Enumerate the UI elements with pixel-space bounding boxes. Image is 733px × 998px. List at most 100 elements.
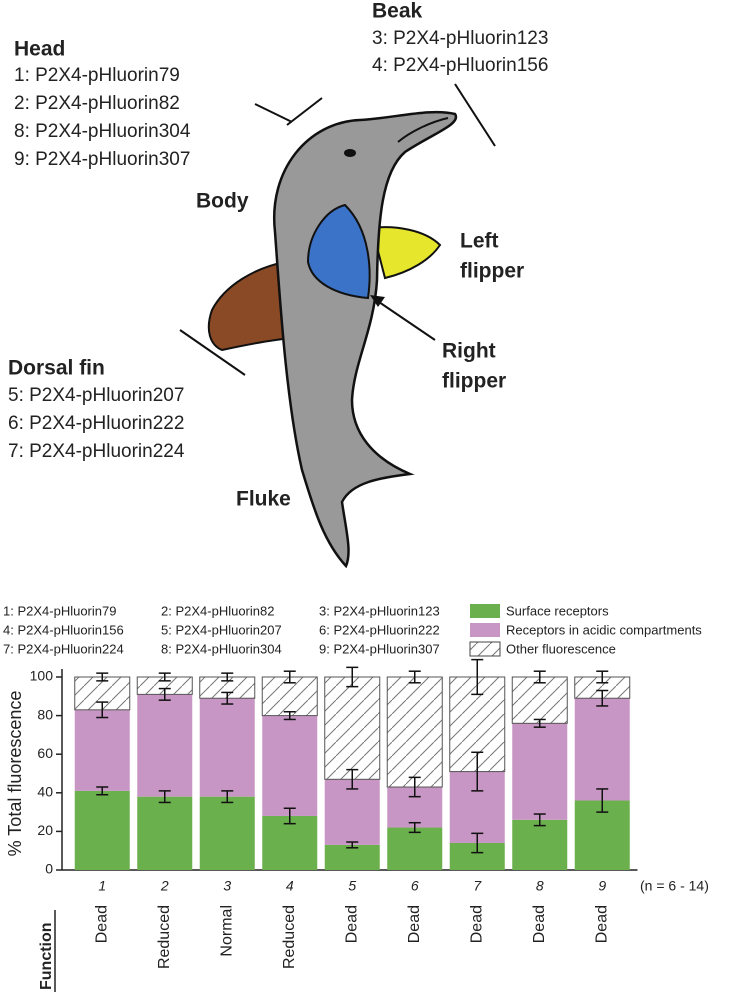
error-bar xyxy=(596,670,609,684)
key-entry: 7: P2X4-pHluorin224 xyxy=(3,641,124,656)
x-tick-label: 4 xyxy=(286,878,294,894)
error-bar xyxy=(283,670,296,684)
dorsal-fin xyxy=(207,260,294,352)
key-entry: 3: P2X4-pHluorin123 xyxy=(319,603,440,618)
annotation: (n = 6 - 14) xyxy=(640,878,709,894)
key-entry: 4: P2X4-pHluorin156 xyxy=(3,622,124,637)
error-bar xyxy=(596,788,609,813)
x-tick-label: 7 xyxy=(473,878,482,894)
y-tick-label: 40 xyxy=(37,784,53,800)
region-item: 1: P2X4-pHluorin79 xyxy=(14,65,180,86)
bar-segment xyxy=(262,715,318,816)
y-tick-label: 80 xyxy=(37,706,53,722)
x-tick-label: 6 xyxy=(411,878,419,894)
legend-swatch xyxy=(470,604,500,618)
error-bar xyxy=(96,701,109,719)
key-entry: 2: P2X4-pHluorin82 xyxy=(161,603,274,618)
pointer-line xyxy=(179,329,246,376)
error-bar xyxy=(346,841,359,849)
function-title: Function xyxy=(38,922,55,990)
error-bar xyxy=(96,672,109,682)
function-label: Dead xyxy=(93,905,110,943)
function-label: Reduced xyxy=(281,905,298,969)
key-entry: 5: P2X4-pHluorin207 xyxy=(161,622,282,637)
y-tick-label: 0 xyxy=(45,861,53,877)
x-tick-label: 2 xyxy=(160,878,169,894)
y-tick-label: 60 xyxy=(37,745,53,761)
bar-segment xyxy=(324,844,380,870)
bar-segment xyxy=(262,815,318,870)
region-title: Beak xyxy=(372,0,423,23)
bar-segment xyxy=(574,698,630,801)
error-bar xyxy=(283,807,296,825)
right-flipper xyxy=(306,203,371,300)
error-bar xyxy=(158,790,171,804)
error-bar xyxy=(96,786,109,796)
region-label: Left xyxy=(460,230,499,253)
arrow-head xyxy=(370,295,385,307)
x-tick-label: 9 xyxy=(598,878,606,894)
error-bar xyxy=(471,658,484,696)
region-label: Right xyxy=(442,340,496,363)
function-label: Dead xyxy=(593,905,610,943)
dolphin-diagram: Head 1: P2X4-pHluorin79 2: P2X4-pHluorin… xyxy=(8,0,548,569)
region-label: Fluke xyxy=(236,488,291,511)
legend-label: Receptors in acidic compartments xyxy=(506,622,702,637)
region-title: Dorsal fin xyxy=(8,357,105,380)
error-bar xyxy=(283,710,296,721)
bar-segment xyxy=(387,827,443,870)
mouth xyxy=(397,117,449,143)
region-label: flipper xyxy=(442,370,506,393)
error-bar xyxy=(471,751,484,792)
error-bar xyxy=(158,687,171,701)
region-item: 4: P2X4-pHluorin156 xyxy=(372,55,548,76)
left-flipper xyxy=(370,226,442,280)
error-bar xyxy=(408,670,421,684)
bar-segment xyxy=(74,709,130,791)
bar-segment xyxy=(512,723,568,820)
bar-segment xyxy=(137,796,193,870)
region-item: 9: P2X4-pHluorin307 xyxy=(14,149,190,170)
error-bar xyxy=(533,670,546,684)
error-bar xyxy=(533,813,546,827)
key-entry: 1: P2X4-pHluorin79 xyxy=(3,603,116,618)
key-entry: 8: P2X4-pHluorin304 xyxy=(161,641,282,656)
function-label: Dead xyxy=(468,905,485,943)
error-bar xyxy=(408,821,421,834)
bar-segment xyxy=(137,694,193,797)
legend-swatch xyxy=(470,623,500,637)
legend-label: Other fluorescence xyxy=(506,641,616,656)
function-label: Dead xyxy=(531,905,548,943)
legend-swatch xyxy=(469,641,501,657)
eye xyxy=(344,149,356,157)
error-bar xyxy=(158,672,171,682)
x-tick-label: 5 xyxy=(348,878,356,894)
pointer-line xyxy=(454,83,496,147)
region-item: 6: P2X4-pHluorin222 xyxy=(8,413,184,434)
function-label: Dead xyxy=(406,905,423,943)
bar-segment xyxy=(74,790,130,870)
error-bar xyxy=(533,718,546,728)
region-item: 5: P2X4-pHluorin207 xyxy=(8,385,184,406)
bar-segment xyxy=(386,676,443,788)
region-item: 3: P2X4-pHluorin123 xyxy=(372,28,548,49)
region-label: flipper xyxy=(460,260,524,283)
error-bar xyxy=(346,768,359,790)
bar-segment xyxy=(324,676,381,780)
x-tick-label: 3 xyxy=(223,878,231,894)
function-label: Dead xyxy=(343,905,360,943)
region-item: 8: P2X4-pHluorin304 xyxy=(14,121,191,142)
y-tick-label: 20 xyxy=(37,822,53,838)
bar-segment xyxy=(512,819,568,870)
error-bar xyxy=(221,790,234,804)
region-item: 2: P2X4-pHluorin82 xyxy=(14,93,180,114)
key-entry: 9: P2X4-pHluorin307 xyxy=(319,641,440,656)
bar-segment xyxy=(199,796,255,870)
error-bar xyxy=(471,832,484,854)
bar-segment xyxy=(511,676,568,724)
legend-label: Surface receptors xyxy=(506,603,609,618)
error-bar xyxy=(221,691,234,705)
region-label: Body xyxy=(196,190,249,213)
key-entry: 6: P2X4-pHluorin222 xyxy=(319,622,440,637)
